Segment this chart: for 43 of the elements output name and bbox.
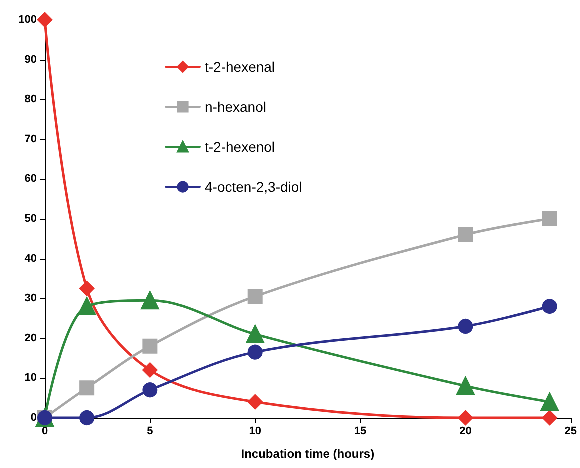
point — [248, 344, 263, 360]
point — [80, 380, 95, 396]
point — [458, 318, 474, 334]
y-tick-label: 50 — [24, 213, 37, 225]
point — [80, 281, 95, 296]
x-tick-label: 20 — [460, 426, 472, 438]
point — [142, 382, 158, 398]
point — [78, 298, 96, 316]
point — [540, 393, 559, 412]
y-tick-label: 90 — [24, 54, 37, 66]
x-tick-label: 25 — [564, 426, 578, 438]
point — [80, 410, 95, 426]
y-tick-label: 70 — [24, 133, 37, 146]
legend-label: n-hexanol — [205, 99, 266, 115]
x-tick-label: 5 — [147, 426, 154, 438]
point — [246, 325, 264, 344]
legend-label: 4-octen-2,3-diol — [205, 179, 302, 195]
point — [248, 394, 263, 410]
point — [141, 292, 160, 310]
y-tick-label: 30 — [24, 292, 37, 305]
legend-label: t-2-hexenal — [205, 59, 276, 75]
point — [542, 212, 558, 226]
point — [142, 338, 158, 354]
y-tick-label: 20 — [24, 332, 37, 344]
y-tick-label: 60 — [24, 173, 37, 186]
point — [458, 410, 474, 426]
y-tick-label: 80 — [24, 94, 37, 106]
x-tick-label: 0 — [42, 426, 48, 438]
point — [542, 299, 558, 314]
legend-label: t-2-hexenol — [205, 139, 276, 155]
x-tick-label: 15 — [354, 426, 367, 438]
x-tick-label: 10 — [249, 426, 262, 438]
point — [248, 289, 263, 304]
y-tick-label: 10 — [24, 372, 37, 384]
y-tick-label: 100 — [18, 14, 37, 26]
point — [542, 410, 558, 426]
y-tick-label: 0 — [30, 412, 37, 424]
point — [142, 362, 158, 378]
point — [456, 377, 475, 396]
point — [458, 227, 474, 242]
x-axis-title: Incubation time (hours) — [241, 447, 375, 461]
point — [38, 12, 52, 28]
y-tick-label: 40 — [24, 252, 37, 265]
